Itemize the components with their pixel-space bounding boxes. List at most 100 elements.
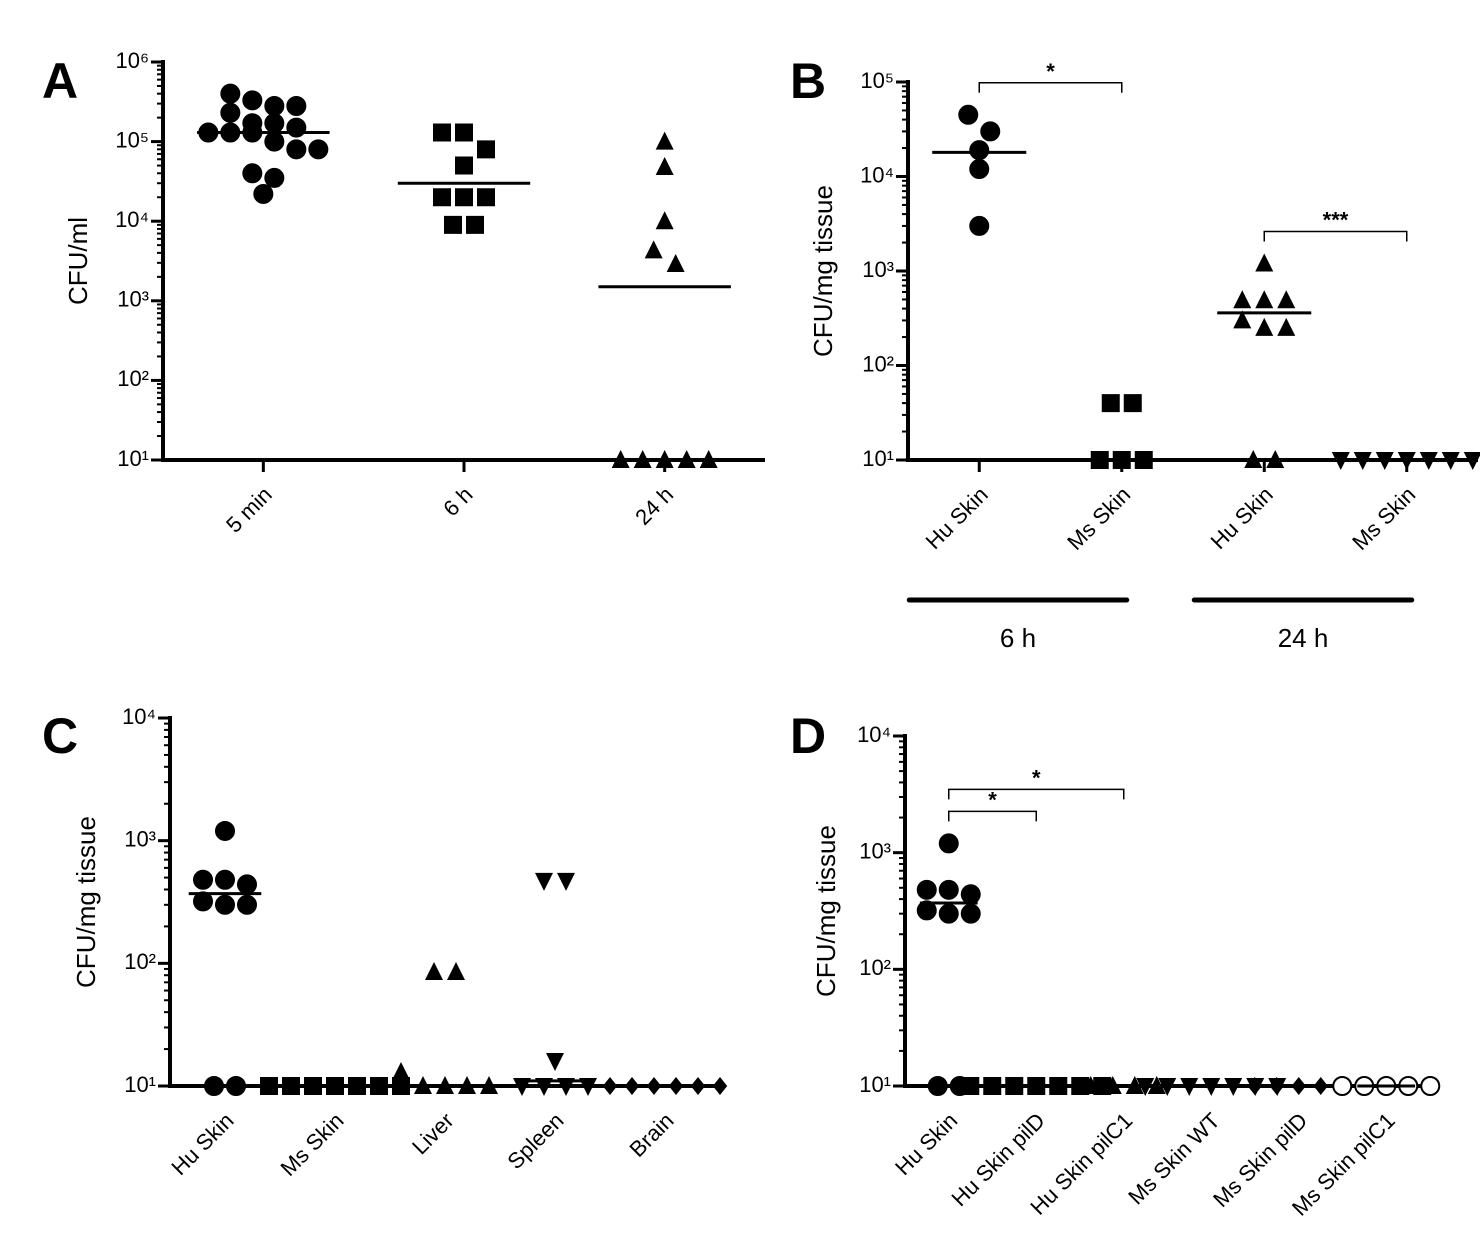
- data-point: [1147, 1076, 1166, 1094]
- data-point: [958, 104, 979, 125]
- y-axis-label: CFU/mg tissue: [71, 816, 101, 988]
- x-tick-label: Hu Skin: [166, 1108, 238, 1180]
- data-point: [308, 139, 329, 160]
- data-point: [513, 1078, 531, 1096]
- data-point: [1233, 290, 1252, 309]
- data-point: [677, 450, 696, 468]
- data-point: [242, 90, 263, 111]
- y-tick-label: 10⁴: [115, 207, 149, 232]
- data-point: [1101, 394, 1120, 413]
- data-point: [969, 140, 990, 161]
- y-tick-label: 10⁴: [860, 162, 894, 187]
- panel-label: B: [790, 53, 826, 109]
- data-point: [264, 96, 285, 117]
- data-point: [535, 872, 553, 891]
- data-point: [480, 1076, 498, 1094]
- data-point: [215, 869, 235, 890]
- significance-bracket: [978, 82, 1123, 93]
- data-point: [237, 894, 257, 915]
- data-point: [286, 96, 307, 117]
- data-point: [546, 1052, 564, 1071]
- y-tick-label: 10³: [859, 838, 891, 863]
- data-point: [633, 450, 652, 468]
- significance-label: *: [988, 787, 997, 812]
- group-label: 6 h: [1000, 623, 1036, 653]
- panel-label: D: [790, 708, 826, 764]
- data-point: [961, 1077, 980, 1095]
- data-point: [1247, 1077, 1262, 1095]
- data-point: [1331, 452, 1350, 470]
- y-tick-label: 10³: [124, 826, 156, 851]
- x-tick-label: Hu Skin: [890, 1108, 962, 1180]
- data-point: [535, 1078, 553, 1096]
- data-point: [455, 188, 473, 207]
- data-point: [282, 1077, 300, 1095]
- y-tick-label: 10²: [124, 949, 156, 974]
- y-tick-label: 10¹: [859, 1072, 891, 1097]
- data-point: [1277, 317, 1296, 336]
- data-point: [204, 1076, 224, 1096]
- x-tick-label: 24 h: [630, 482, 678, 530]
- data-point: [215, 820, 235, 841]
- y-tick-label: 10³: [862, 257, 894, 282]
- data-point: [655, 131, 674, 150]
- x-tick-label: Hu Skin: [921, 482, 993, 554]
- y-tick-label: 10¹: [862, 446, 894, 471]
- x-tick-label: Hu Skin: [1206, 482, 1278, 554]
- data-point: [960, 903, 981, 924]
- data-point: [1158, 1078, 1177, 1096]
- data-point: [655, 450, 674, 468]
- significance-label: *: [1046, 59, 1055, 84]
- data-point: [666, 253, 685, 272]
- data-point: [969, 159, 990, 180]
- data-point: [477, 188, 495, 207]
- data-point: [193, 869, 213, 890]
- data-point: [392, 1077, 410, 1095]
- significance-bracket: [1263, 230, 1408, 242]
- data-point: [983, 1077, 1002, 1095]
- y-tick-label: 10³: [117, 287, 149, 312]
- data-point: [644, 240, 663, 259]
- y-tick-label: 10²: [859, 955, 891, 980]
- y-tick-label: 10²: [117, 366, 149, 391]
- x-tick-label: Spleen: [502, 1108, 568, 1174]
- significance-bracket: [948, 810, 1037, 822]
- significance-label: *: [1032, 765, 1041, 790]
- y-axis-label: CFU/mg tissue: [808, 185, 838, 357]
- data-point: [1420, 1076, 1441, 1096]
- data-point: [980, 121, 1001, 142]
- data-point: [242, 163, 263, 184]
- data-point: [611, 450, 630, 468]
- data-point: [960, 884, 981, 905]
- data-point: [916, 879, 937, 900]
- y-tick-label: 10¹: [124, 1072, 156, 1097]
- data-point: [1266, 450, 1285, 468]
- data-point: [226, 1076, 246, 1096]
- data-point: [916, 900, 937, 921]
- significance-bracket: [948, 788, 1125, 800]
- data-point: [1332, 1076, 1353, 1096]
- x-tick-label: Liver: [407, 1108, 458, 1159]
- group-label: 24 h: [1278, 623, 1329, 653]
- data-point: [557, 872, 575, 891]
- data-point: [433, 123, 451, 142]
- data-point: [1081, 1076, 1100, 1094]
- data-point: [392, 1062, 410, 1081]
- x-tick-label: Ms Skin: [276, 1108, 349, 1181]
- y-tick-label: 10²: [862, 351, 894, 376]
- data-point: [1463, 452, 1480, 470]
- y-tick-label: 10¹: [117, 446, 149, 471]
- data-point: [655, 156, 674, 175]
- data-point: [1244, 450, 1263, 468]
- x-tick-label: Ms Skin: [1062, 482, 1135, 555]
- data-point: [938, 833, 959, 854]
- data-point: [237, 874, 257, 895]
- data-point: [433, 188, 451, 207]
- y-axis-label: CFU/mg tissue: [811, 825, 841, 997]
- data-point: [370, 1077, 388, 1095]
- data-point: [1255, 317, 1274, 336]
- data-point: [264, 113, 285, 134]
- data-point: [455, 156, 473, 175]
- data-point: [712, 1077, 728, 1095]
- data-point: [444, 215, 462, 234]
